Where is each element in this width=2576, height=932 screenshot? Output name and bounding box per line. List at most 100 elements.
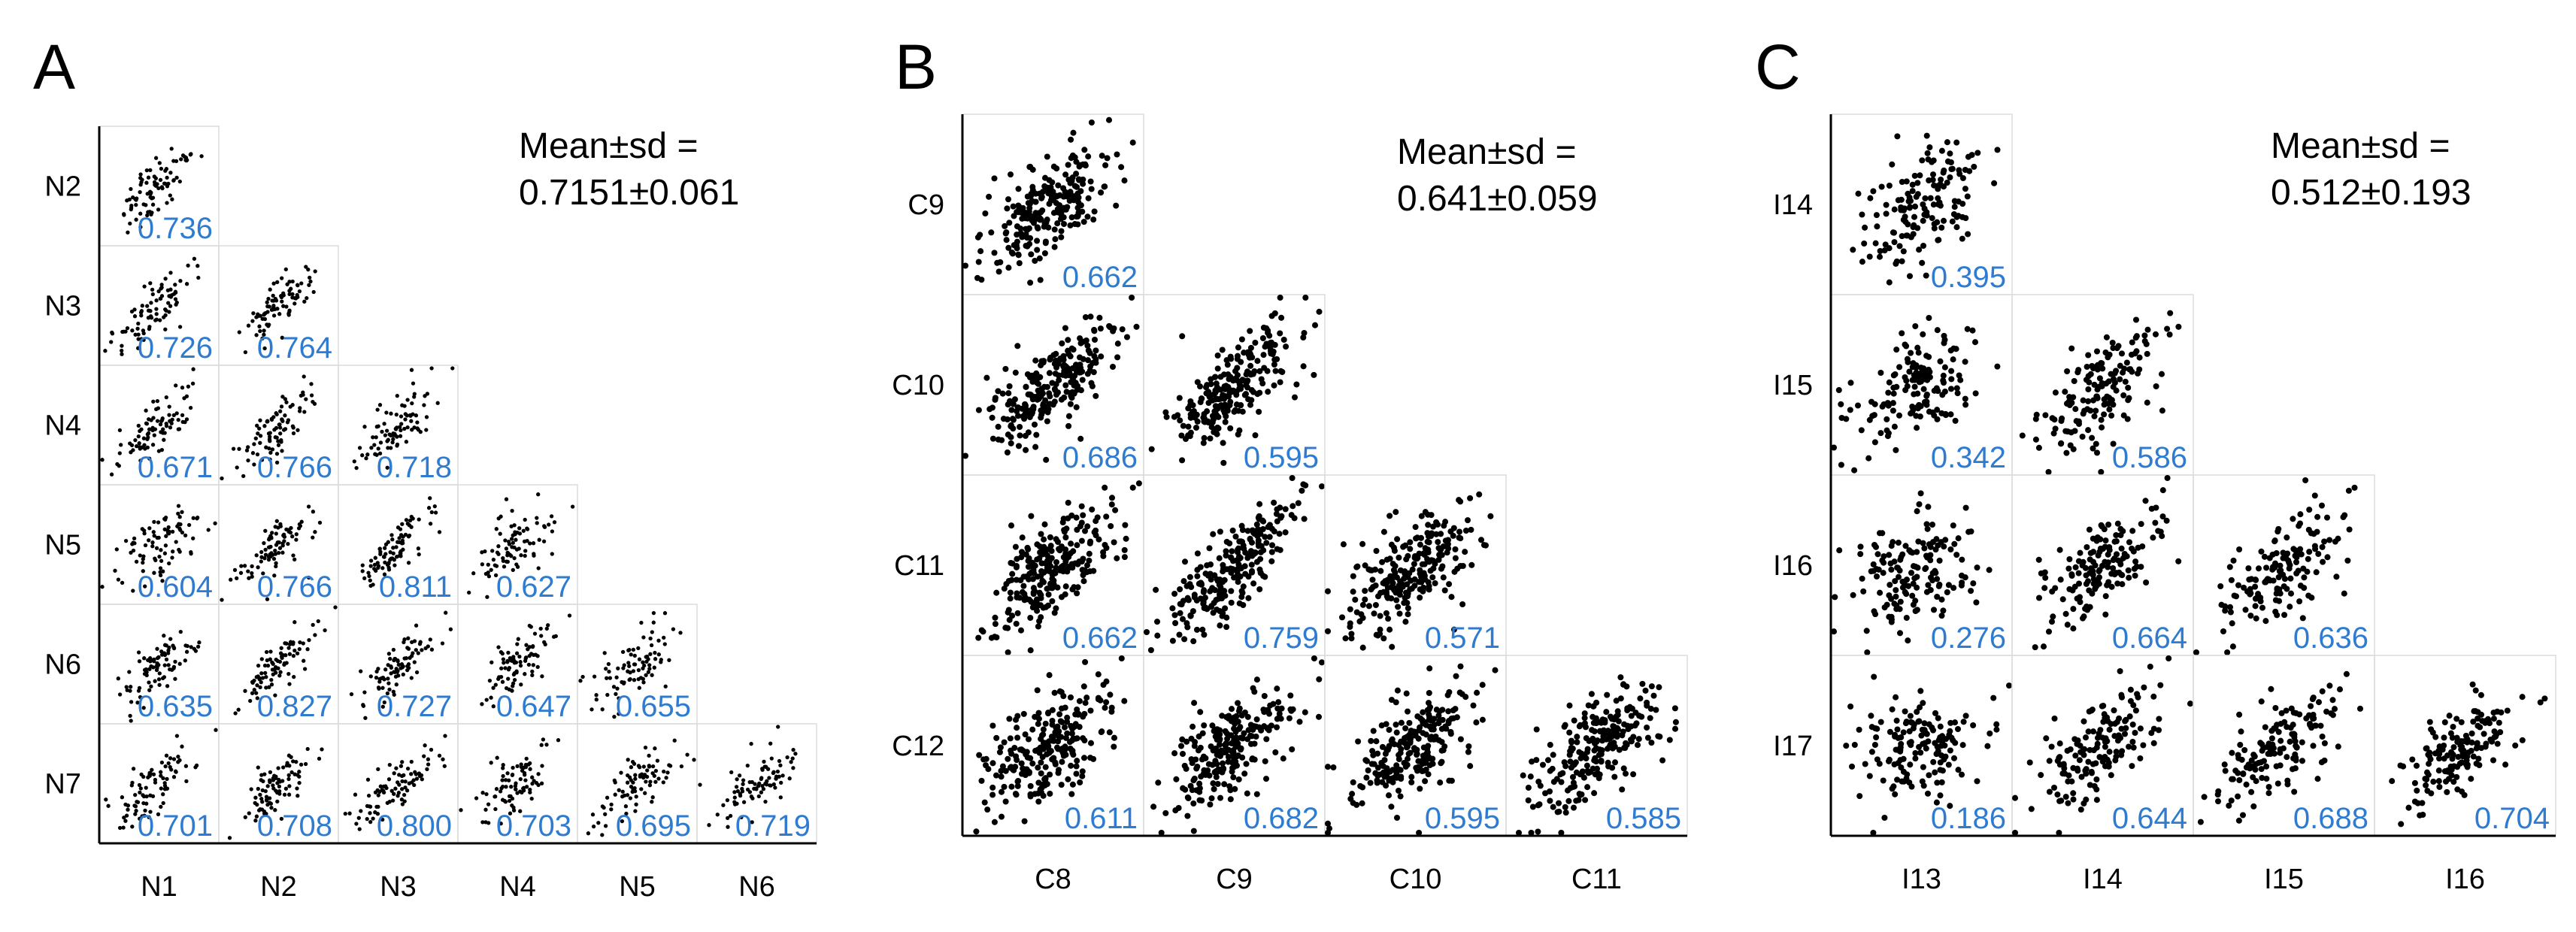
scatter-point (2110, 564, 2117, 572)
scatter-point (414, 776, 420, 781)
scatter-point (1869, 413, 1876, 419)
scatter-point (360, 563, 365, 567)
scatter-point (1014, 590, 1020, 597)
scatter-point (1426, 761, 1433, 769)
scatter-point (1129, 294, 1135, 301)
scatter-point (288, 404, 292, 409)
scatter-point (1257, 555, 1264, 562)
scatter-point (1058, 705, 1065, 712)
scatter-point (1007, 735, 1014, 742)
scatter-point (1260, 518, 1267, 525)
scatter-point (1118, 164, 1125, 171)
scatter-point (246, 445, 250, 449)
scatter-point (1959, 556, 1965, 563)
scatter-point (185, 643, 189, 649)
panel-b-label: B (895, 32, 937, 102)
scatter-point (305, 647, 310, 652)
scatter-point (1257, 549, 1264, 555)
scatter-point (154, 312, 159, 316)
scatter-point (1911, 377, 1918, 383)
scatter-point (2094, 386, 2101, 393)
scatter-point (1049, 598, 1056, 604)
scatter-point (1907, 204, 1914, 210)
scatter-point (1850, 592, 1856, 598)
scatter-point (1890, 384, 1897, 391)
scatter-point (164, 424, 169, 428)
scatter-point (1947, 411, 1954, 418)
scatter-point (1591, 747, 1598, 754)
scatter-point (1392, 569, 1399, 576)
scatter-point (1318, 483, 1326, 490)
scatter-point (1198, 580, 1205, 587)
scatter-point (1398, 719, 1405, 726)
scatter-point (1648, 683, 1655, 690)
scatter-point (494, 787, 499, 791)
scatter-point (1047, 356, 1053, 363)
scatter-point (271, 313, 277, 318)
scatter-point (1065, 337, 1071, 343)
scatter-point (1861, 240, 1868, 247)
scatter-point (2101, 411, 2108, 418)
scatter-point (1422, 760, 1429, 767)
scatter-point (1870, 561, 1877, 567)
scatter-point (401, 547, 405, 552)
scatter-point (2093, 348, 2101, 355)
scatter-point (136, 321, 141, 326)
scatter-cell: 0.635 (98, 604, 220, 725)
scatter-point (287, 682, 292, 686)
scatter-point (297, 289, 302, 294)
scatter-point (1525, 784, 1532, 791)
scatter-point (280, 299, 284, 304)
scatter-point (484, 697, 489, 702)
scatter-point (2085, 398, 2092, 404)
scatter-point (138, 176, 143, 180)
scatter-point (1891, 558, 1898, 565)
scatter-point (289, 770, 294, 775)
scatter-point (123, 802, 128, 807)
scatter-point (993, 772, 1000, 779)
scatter-point (286, 313, 291, 317)
scatter-point (1230, 774, 1237, 781)
scatter-point (268, 770, 273, 775)
scatter-point (983, 755, 989, 762)
scatter-point (617, 712, 621, 716)
scatter-point (642, 773, 647, 777)
scatter-point (397, 782, 402, 787)
scatter-point (1068, 155, 1074, 162)
scatter-point (1393, 699, 1399, 706)
scatter-point (1193, 424, 1200, 431)
scatter-point (147, 667, 152, 671)
scatter-point (1974, 564, 1980, 571)
scatter-point (120, 580, 125, 586)
scatter-point (156, 677, 162, 682)
scatter-point (260, 800, 265, 804)
scatter-point (995, 423, 1002, 430)
scatter-point (1412, 524, 1419, 531)
scatter-point (1121, 177, 1128, 184)
scatter-point (183, 658, 187, 663)
scatter-point (400, 522, 405, 526)
scatter-point (632, 761, 637, 766)
scatter-point (1202, 604, 1209, 611)
scatter-point (279, 404, 284, 409)
scatter-point (1121, 554, 1128, 561)
scatter-point (1426, 706, 1432, 713)
scatter-point (173, 659, 177, 664)
scatter-point (493, 682, 498, 687)
scatter-point (1898, 207, 1905, 213)
scatter-point (262, 556, 267, 561)
scatter-point (550, 552, 554, 556)
scatter-point (304, 265, 308, 269)
correlation-label: 0.647 (496, 690, 571, 723)
scatter-point (141, 557, 145, 561)
scatter-point (343, 811, 347, 816)
scatter-point (1193, 411, 1200, 418)
scatter-point (1058, 234, 1065, 241)
scatter-point (1222, 728, 1229, 734)
correlation-label: 0.811 (379, 570, 452, 604)
scatter-point (1053, 192, 1059, 199)
scatter-point (1909, 188, 1916, 195)
scatter-point (1187, 414, 1194, 421)
scatter-point (641, 635, 646, 640)
scatter-point (1201, 631, 1208, 638)
